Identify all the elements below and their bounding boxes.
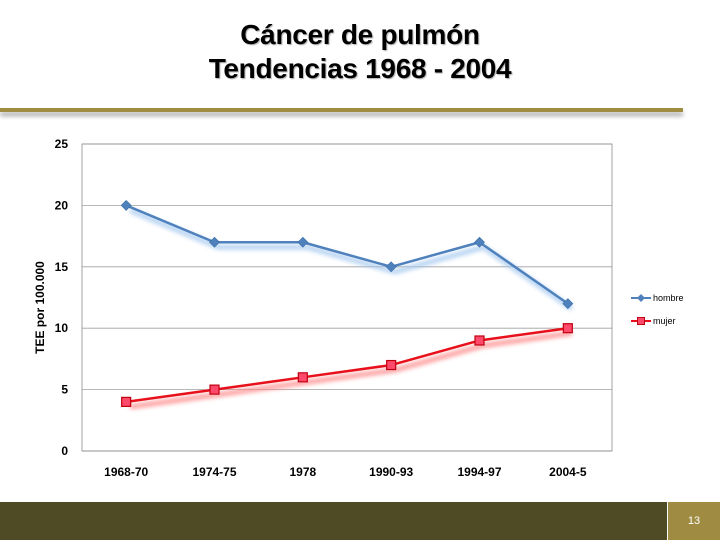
plot-area [81,143,613,452]
line-chart: 0 5 10 15 20 25 1968-70 1974-75 1978 1990-93 1994-… [33,137,684,479]
legend-marker-hombre [637,294,645,302]
page-number: 13 [668,502,720,540]
slide-title: Cáncer de pulmón Tendencias 1968 - 2004 [0,18,720,86]
series-shadow-hombre [129,208,574,311]
series-line-hombre [125,204,569,305]
point-mujer-2 [297,372,308,383]
point-hombre-0 [120,199,132,211]
point-hombre-4 [474,236,485,248]
y-tick-label-0: 0 [61,444,68,458]
series-line-mujer [125,326,569,404]
point-mujer-3 [386,359,397,371]
y-tick-label-20: 20 [55,198,69,212]
title-line-1: Cáncer de pulmón [240,19,480,50]
x-tick-label-4: 1994-97 [457,465,501,479]
point-mujer-4 [474,335,485,346]
title-divider [0,108,683,112]
point-mujer-1 [209,384,220,395]
series-shadow-mujer [129,330,573,410]
y-tick-label-5: 5 [61,383,68,397]
x-tick-label-0: 1968-70 [104,465,148,479]
x-tick-label-1: 1974-75 [192,465,236,479]
point-hombre-1 [209,236,220,248]
x-tick-label-5: 2004-5 [549,465,587,479]
point-hombre-5 [562,298,574,310]
point-hombre-2 [297,236,309,248]
point-hombre-3 [385,261,397,273]
legend-label-mujer: mujer [653,316,676,326]
y-tick-label-10: 10 [55,321,69,335]
title-line-2: Tendencias 1968 - 2004 [208,53,512,84]
x-tick-label-3: 1990-93 [369,465,413,479]
footer-bar [0,502,667,540]
y-tick-label-25: 25 [55,137,69,151]
y-axis-label: TEE por 100.000 [33,261,47,354]
point-mujer-5 [562,323,573,334]
y-tick-label-15: 15 [55,260,69,274]
x-tick-label-2: 1978 [289,465,316,479]
legend-marker-mujer [637,317,645,325]
point-mujer-0 [121,396,132,407]
legend-label-hombre: hombre [653,293,684,303]
